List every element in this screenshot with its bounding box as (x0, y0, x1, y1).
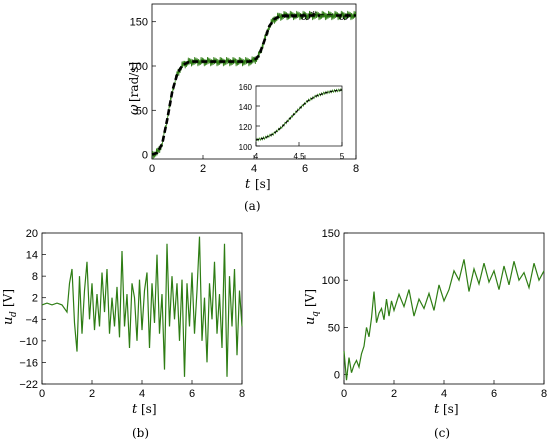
panel-a-ylabel: ω [rad/s] (127, 62, 142, 115)
panel-a-inset: 4 4.5 5 100 120 140 160 (239, 83, 345, 161)
inset-ytick-label: 160 (239, 83, 253, 92)
panel-b-xtick-label: 0 (39, 388, 45, 400)
panel-b-ytick-label: 14 (26, 250, 38, 262)
panel-b-xtick-label: 6 (189, 388, 195, 400)
panel-b-ylabel-unit: [V] (1, 289, 15, 307)
panel-b-caption: (b) (132, 426, 149, 440)
panel-a-ylabel-var: ω (127, 104, 142, 115)
inset-ytick-label: 120 (239, 123, 253, 132)
panel-a-xlabel-var: t (245, 177, 251, 192)
panel-b-xtick-label: 4 (139, 388, 145, 400)
panel-c-xlabel-var: t (434, 402, 440, 417)
panel-c-ticks: 0 2 4 6 8 0 50 100 150 (322, 228, 547, 400)
panel-a-ytick-label: 100 (130, 61, 148, 73)
panel-b-xlabel-var: t (132, 402, 138, 417)
series-uq-line (343, 259, 545, 381)
panel-a-xtick-label: 6 (302, 163, 308, 175)
panel-c-ytick-label: 50 (328, 322, 340, 334)
panel-b-ytick-label: 20 (26, 228, 38, 240)
panel-b-ytick-label: 8 (32, 271, 38, 283)
panel-a-ticks: 0 2 4 6 8 0 50 100 150 (130, 17, 359, 175)
panel-a-xtick-label: 8 (353, 163, 359, 175)
panel-b-chart: 0 2 4 6 8 20 14 8 2 −4 −10 −16 −22 t [s] u d [V] (b) (1, 228, 245, 440)
panel-b-ytick-label: −22 (19, 379, 38, 391)
panel-c-xtick-label: 0 (341, 388, 347, 400)
legend-reference-label: ω* (301, 9, 317, 23)
panel-c-ytick-label: 150 (322, 228, 340, 240)
inset-ytick-label: 100 (239, 143, 253, 152)
panel-a-xtick-label: 0 (149, 163, 155, 175)
panel-b-ytick-label: −10 (19, 336, 38, 348)
panel-a-ytick-label: 150 (130, 17, 148, 29)
panel-c-ytick-label: 0 (334, 370, 340, 382)
panel-a-ylabel-unit: [rad/s] (127, 62, 141, 102)
panel-c-series (343, 259, 545, 381)
panel-b-ylabel: u d [V] (1, 289, 19, 325)
panel-b-ticks: 0 2 4 6 8 20 14 8 2 −4 −10 −16 −22 (19, 228, 245, 400)
panel-c-xtick-label: 6 (491, 388, 497, 400)
legend-signal-label: ω (339, 9, 349, 23)
panel-b-xtick-label: 8 (239, 388, 245, 400)
inset-xtick-label: 5 (340, 152, 345, 161)
panel-c-plot-frame (343, 232, 545, 385)
panel-c-xlabel-unit: [s] (443, 402, 459, 416)
panel-a-caption: (a) (244, 199, 261, 213)
series-omega-ref-line (151, 14, 356, 156)
panel-b-xtick-label: 2 (89, 388, 95, 400)
panel-c-chart: 0 2 4 6 8 0 50 100 150 t [s] u q [V] (c) (303, 228, 547, 440)
inset-ytick-label: 140 (239, 103, 253, 112)
panel-b-ytick-label: −16 (19, 357, 38, 369)
panel-c-xtick-label: 8 (541, 388, 547, 400)
panel-a-series (151, 10, 357, 159)
panel-c-ylabel: u q [V] (303, 289, 321, 325)
panel-a-legend: ω* ω (284, 9, 349, 23)
panel-c-ytick-label: 100 (322, 275, 340, 287)
panel-a-xtick-label: 2 (200, 163, 206, 175)
panel-a-ytick-label: 50 (136, 105, 148, 117)
panel-b-xlabel-unit: [s] (141, 402, 157, 416)
panel-c-ylabel-sub: q (311, 311, 321, 317)
panel-b-series (41, 236, 243, 377)
panel-a-ytick-label: 0 (142, 150, 148, 162)
panel-c-ylabel-var: u (303, 317, 318, 325)
panel-b-ylabel-var: u (1, 317, 16, 325)
panel-c-ylabel-unit: [V] (303, 289, 317, 307)
panel-a-xtick-label: 4 (251, 163, 257, 175)
inset-omega-ref-line (255, 89, 343, 141)
inset-xtick-label: 4 (254, 152, 259, 161)
inset-ticks: 4 4.5 5 100 120 140 160 (239, 83, 345, 161)
inset-series (255, 87, 343, 142)
panel-c-caption: (c) (434, 426, 450, 440)
inset-xtick-label: 4.5 (293, 152, 305, 161)
panel-b-ytick-label: −4 (25, 314, 38, 326)
series-ud-line (41, 236, 243, 377)
panel-c-xtick-label: 2 (391, 388, 397, 400)
panel-b-ytick-label: 2 (32, 293, 38, 305)
panel-c-xtick-label: 4 (441, 388, 447, 400)
panel-a-xlabel-unit: [s] (255, 177, 271, 191)
panel-b-ylabel-sub: d (9, 311, 19, 317)
